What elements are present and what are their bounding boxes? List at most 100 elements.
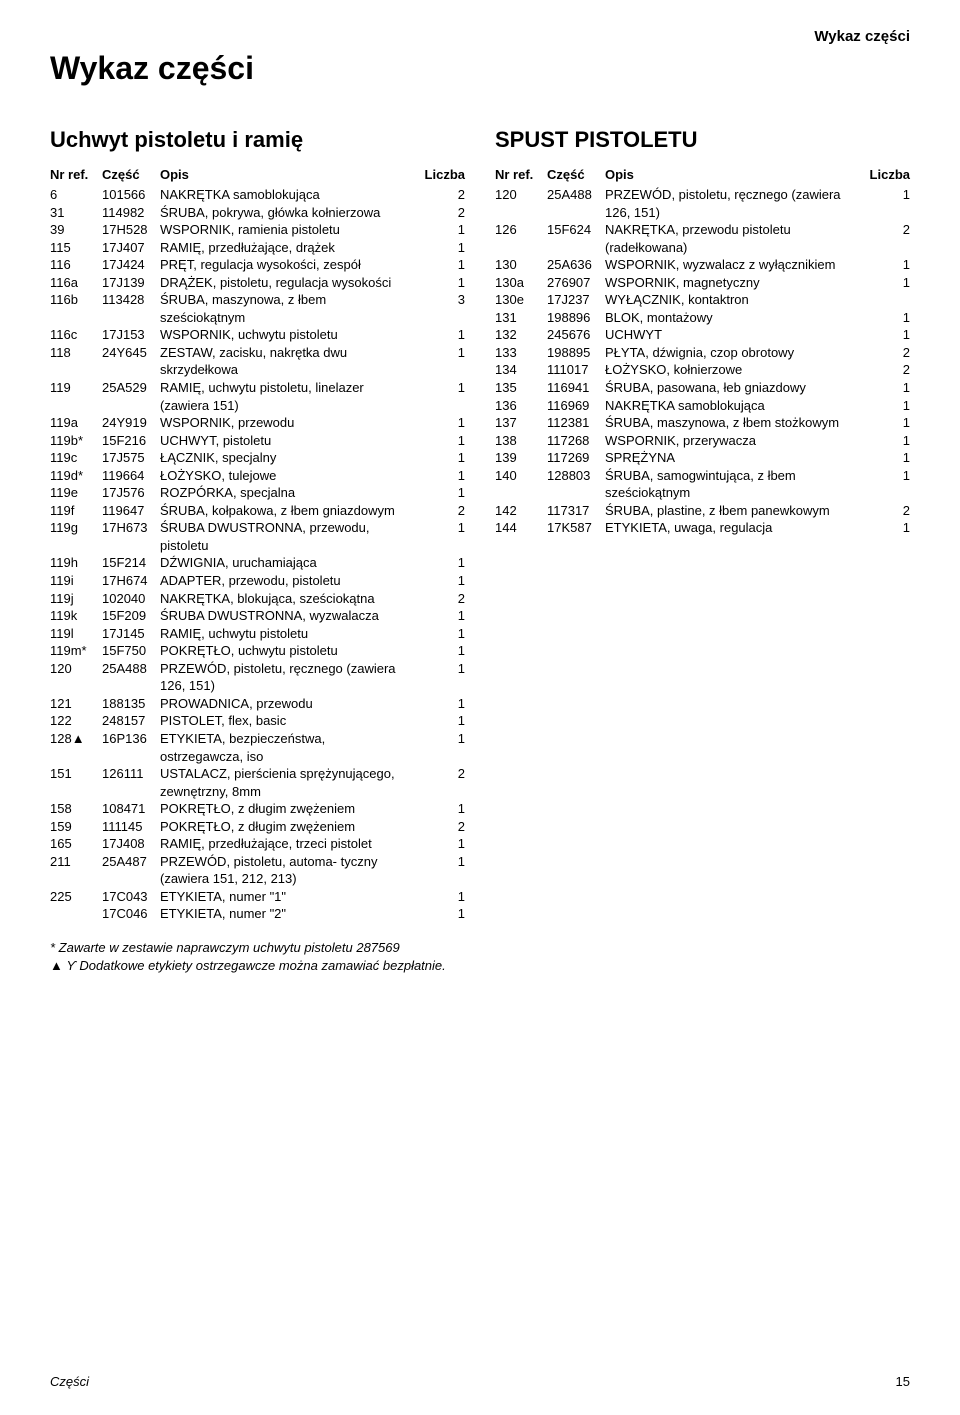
cell-desc: ŚRUBA DWUSTRONNA, przewodu, pistoletu	[160, 519, 417, 554]
cell-desc: ROZPÓRKA, specjalna	[160, 484, 417, 502]
cell-desc: PROWADNICA, przewodu	[160, 695, 417, 713]
cell-ref: 135	[495, 379, 547, 397]
cell-qty: 1	[417, 414, 465, 432]
cell-ref: 138	[495, 432, 547, 450]
cell-part: 17J424	[102, 256, 160, 274]
cell-part: 17J237	[547, 291, 605, 309]
cell-desc: PRĘT, regulacja wysokości, zespół	[160, 256, 417, 274]
cell-ref: 116a	[50, 274, 102, 292]
cell-qty: 3	[417, 291, 465, 309]
cell-part: 17J575	[102, 449, 160, 467]
cell-desc: WSPORNIK, wyzwalacz z wyłącznikiem	[605, 256, 862, 274]
cell-desc: NAKRĘTKA, blokująca, sześciokątna	[160, 590, 417, 608]
right-table-body: 12025A488PRZEWÓD, pistoletu, ręcznego (z…	[495, 186, 910, 537]
cell-ref: 139	[495, 449, 547, 467]
cell-qty: 1	[862, 432, 910, 450]
cell-part: 248157	[102, 712, 160, 730]
cell-qty: 1	[417, 379, 465, 397]
content-columns: Uchwyt pistoletu i ramię Nr ref. Część O…	[50, 127, 910, 974]
th-qty: Liczba	[862, 167, 910, 182]
cell-ref: 119j	[50, 590, 102, 608]
cell-qty: 1	[417, 572, 465, 590]
cell-part: 245676	[547, 326, 605, 344]
cell-qty: 1	[417, 467, 465, 485]
right-section-title: SPUST PISTOLETU	[495, 127, 910, 153]
table-row: 133198895PŁYTA, dźwignia, czop obrotowy2	[495, 344, 910, 362]
cell-ref: 119e	[50, 484, 102, 502]
footer-page-number: 15	[896, 1374, 910, 1389]
cell-qty: 1	[862, 467, 910, 485]
table-row: 121188135PROWADNICA, przewodu1	[50, 695, 465, 713]
cell-part: 17H673	[102, 519, 160, 537]
cell-part: 117268	[547, 432, 605, 450]
table-row: 116c17J153WSPORNIK, uchwytu pistoletu1	[50, 326, 465, 344]
cell-qty: 1	[862, 274, 910, 292]
cell-desc: ADAPTER, przewodu, pistoletu	[160, 572, 417, 590]
table-row: 128▲16P136ETYKIETA, bezpieczeństwa, ostr…	[50, 730, 465, 765]
table-row: 158108471POKRĘTŁO, z długim zwężeniem1	[50, 800, 465, 818]
cell-qty: 1	[862, 397, 910, 415]
th-part: Część	[102, 167, 160, 182]
table-row: 119i17H674ADAPTER, przewodu, pistoletu1	[50, 572, 465, 590]
table-row: 139117269SPRĘŻYNA1	[495, 449, 910, 467]
cell-desc: ŁOŻYSKO, kołnierzowe	[605, 361, 862, 379]
cell-qty: 1	[417, 519, 465, 537]
cell-part: 113428	[102, 291, 160, 309]
cell-ref: 119d*	[50, 467, 102, 485]
left-column: Uchwyt pistoletu i ramię Nr ref. Część O…	[50, 127, 465, 974]
cell-ref: 158	[50, 800, 102, 818]
cell-ref: 120	[50, 660, 102, 678]
cell-part: 24Y645	[102, 344, 160, 362]
cell-qty: 1	[417, 449, 465, 467]
cell-qty: 1	[862, 186, 910, 204]
cell-desc: PRZEWÓD, pistoletu, ręcznego (zawiera 12…	[160, 660, 417, 695]
table-row: 134111017ŁOŻYSKO, kołnierzowe2	[495, 361, 910, 379]
cell-qty: 1	[417, 712, 465, 730]
cell-ref: 165	[50, 835, 102, 853]
table-row: 122248157PISTOLET, flex, basic1	[50, 712, 465, 730]
cell-ref: 126	[495, 221, 547, 239]
table-row: 135116941ŚRUBA, pasowana, łeb gniazdowy1	[495, 379, 910, 397]
cell-ref: 137	[495, 414, 547, 432]
table-row: 136116969NAKRĘTKA samoblokująca1	[495, 397, 910, 415]
cell-ref: 119	[50, 379, 102, 397]
cell-part: 17C043	[102, 888, 160, 906]
table-row: 130e17J237WYŁĄCZNIK, kontaktron	[495, 291, 910, 309]
cell-qty: 2	[417, 765, 465, 783]
table-row: 13025A636WSPORNIK, wyzwalacz z wyłącznik…	[495, 256, 910, 274]
table-row: 119b*15F216UCHWYT, pistoletu1	[50, 432, 465, 450]
table-row: 6101566NAKRĘTKA samoblokująca2	[50, 186, 465, 204]
table-row: 12025A488PRZEWÓD, pistoletu, ręcznego (z…	[50, 660, 465, 695]
cell-desc: WSPORNIK, uchwytu pistoletu	[160, 326, 417, 344]
table-row: 3917H528WSPORNIK, ramienia pistoletu1	[50, 221, 465, 239]
table-row: 11925A529RAMIĘ, uchwytu pistoletu, linel…	[50, 379, 465, 414]
cell-desc: ŁOŻYSKO, tulejowe	[160, 467, 417, 485]
cell-qty: 1	[417, 432, 465, 450]
table-row: 138117268WSPORNIK, przerywacza1	[495, 432, 910, 450]
cell-qty: 2	[862, 221, 910, 239]
cell-ref: 131	[495, 309, 547, 327]
cell-ref: 116c	[50, 326, 102, 344]
cell-qty: 1	[417, 642, 465, 660]
cell-qty: 1	[417, 326, 465, 344]
table-row: 137112381ŚRUBA, maszynowa, z łbem stożko…	[495, 414, 910, 432]
cell-part: 117317	[547, 502, 605, 520]
cell-part: 25A488	[102, 660, 160, 678]
cell-ref: 116	[50, 256, 102, 274]
cell-qty: 2	[417, 502, 465, 520]
cell-qty: 1	[417, 221, 465, 239]
cell-ref: 225	[50, 888, 102, 906]
cell-qty: 1	[417, 888, 465, 906]
footer-left: Części	[50, 1374, 89, 1389]
table-row: 21125A487PRZEWÓD, pistoletu, automa- tyc…	[50, 853, 465, 888]
cell-desc: ŚRUBA DWUSTRONNA, wyzwalacza	[160, 607, 417, 625]
cell-desc: WSPORNIK, magnetyczny	[605, 274, 862, 292]
cell-part: 17K587	[547, 519, 605, 537]
cell-qty: 2	[862, 361, 910, 379]
cell-desc: UCHWYT, pistoletu	[160, 432, 417, 450]
cell-desc: RAMIĘ, uchwytu pistoletu, linelazer (zaw…	[160, 379, 417, 414]
table-row: 31114982ŚRUBA, pokrywa, główka kołnierzo…	[50, 204, 465, 222]
th-part: Część	[547, 167, 605, 182]
cell-part: 25A488	[547, 186, 605, 204]
cell-qty: 2	[417, 204, 465, 222]
